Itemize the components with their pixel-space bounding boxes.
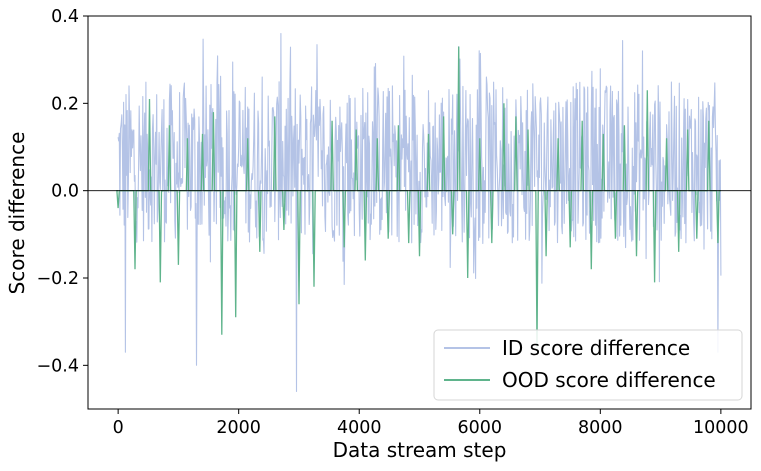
y-tick-label: −0.4 (37, 356, 80, 376)
x-tick-label: 4000 (337, 418, 382, 438)
legend-label-id: ID score difference (502, 336, 690, 360)
x-axis-ticks: 0 2000 4000 6000 8000 10000 (113, 409, 749, 438)
legend-box (433, 329, 743, 401)
y-axis-title: Score difference (5, 132, 29, 295)
x-tick-label: 6000 (457, 418, 502, 438)
legend-label-ood: OOD score difference (502, 368, 716, 392)
legend: ID score difference OOD score difference (433, 329, 743, 401)
y-tick-label: 0.0 (51, 182, 79, 202)
plot-frame (87, 15, 752, 410)
x-tick-label: 8000 (578, 418, 623, 438)
y-tick-label: 0.4 (51, 7, 79, 27)
x-axis-title: Data stream step (333, 438, 507, 462)
y-tick-label: −0.2 (37, 269, 80, 289)
x-tick-label: 2000 (216, 418, 261, 438)
x-tick-label: 10000 (693, 418, 749, 438)
y-axis-ticks: −0.4 −0.2 0.0 0.2 0.4 (37, 7, 88, 376)
y-tick-label: 0.2 (51, 94, 79, 114)
x-tick-label: 0 (113, 418, 124, 438)
